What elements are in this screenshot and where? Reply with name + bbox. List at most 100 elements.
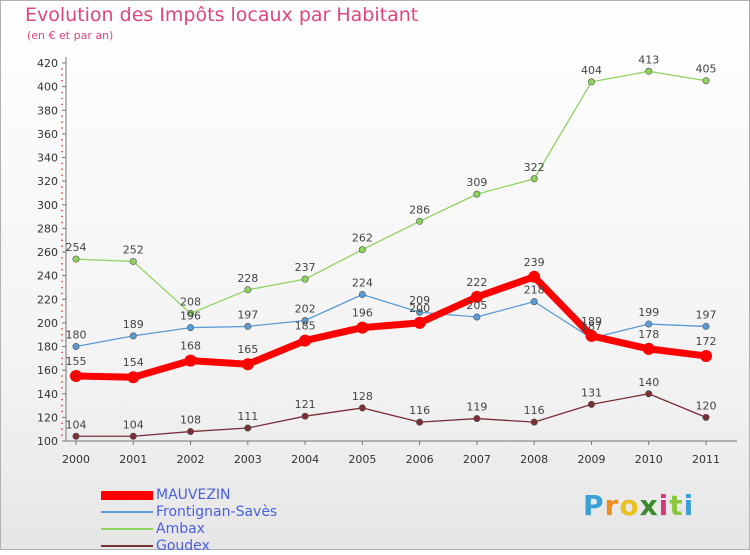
y-tick-label: 240 [37,270,58,283]
data-point [473,190,481,198]
x-tick-label: 2001 [119,453,147,466]
series-line-0 [72,273,710,381]
data-label: 189 [581,315,602,328]
data-point [702,413,710,421]
y-minor-tick [61,375,63,377]
data-label: 108 [180,414,201,427]
legend-swatch [101,511,153,513]
data-label: 237 [295,261,316,274]
y-minor-tick [61,434,63,436]
y-tick-label: 400 [37,81,58,94]
data-label: 309 [466,176,487,189]
y-minor-tick [61,209,63,212]
data-point [530,298,538,306]
y-minor-tick [61,381,63,383]
data-label: 120 [696,399,717,412]
y-minor-tick [61,103,63,106]
data-label: 197 [237,308,258,321]
y-minor-tick [61,327,63,330]
data-point [528,270,541,283]
y-minor-tick [61,74,63,76]
y-minor-tick [61,245,63,247]
chart-subtitle: (en € et par an) [27,29,114,42]
data-point [700,349,712,362]
data-label: 140 [638,376,659,389]
data-label: 413 [638,53,659,66]
brand-letter: i [658,489,670,522]
data-label: 155 [66,355,87,368]
series-line-2 [75,70,707,315]
data-point [530,175,538,183]
data-point [585,329,598,342]
y-tick-label: 180 [37,341,58,354]
data-label: 196 [180,310,201,323]
data-label: 262 [352,232,373,245]
y-minor-tick [61,310,63,312]
data-label: 199 [638,306,659,319]
y-minor-tick [61,192,63,194]
data-label: 224 [352,277,373,290]
data-point [416,308,424,316]
data-label: 286 [409,203,430,216]
y-minor-tick [61,198,63,200]
data-label: 322 [524,161,545,174]
y-tick-label: 200 [37,317,58,330]
chart-title: Evolution des Impôts locaux par Habitant [25,4,419,26]
data-point [187,309,195,317]
data-point [244,286,252,294]
legend-swatch [101,528,153,530]
legend-swatch [101,545,153,547]
x-tick-label: 2009 [577,453,605,466]
brand-letter: P [583,489,605,522]
y-tick-label: 340 [37,152,58,165]
data-point [244,424,252,432]
brand-letter: o [619,489,640,522]
data-point [642,342,655,355]
y-tick-label: 260 [37,246,58,259]
y-minor-tick [61,257,63,259]
y-minor-tick [61,174,63,177]
y-tick-label: 280 [37,222,58,235]
data-point [416,217,424,225]
y-minor-tick [61,162,63,165]
data-label: 202 [295,303,316,316]
data-point [358,291,366,299]
y-tick-label: 320 [37,175,58,188]
x-tick-label: 2006 [406,453,434,466]
data-point [184,354,197,367]
y-minor-tick [61,215,63,218]
y-tick-label: 300 [37,199,58,212]
data-point [413,316,426,329]
y-minor-tick [61,316,63,318]
data-label: 131 [581,386,602,399]
data-point [358,404,366,412]
data-label: 185 [295,320,316,333]
y-tick-label: 120 [37,411,58,424]
data-label: 180 [66,329,87,342]
data-point [70,370,82,383]
data-point [301,412,309,420]
x-tick-label: 2002 [177,453,205,466]
data-point [301,275,309,283]
y-minor-tick [61,138,63,141]
data-point [244,322,252,330]
data-point [299,334,312,347]
data-label: 208 [180,295,201,308]
y-tick-label: 420 [37,57,58,70]
data-point [358,246,366,254]
y-minor-tick [61,144,63,147]
data-label: 111 [237,410,258,423]
y-tick-label: 160 [37,364,58,377]
y-minor-tick [61,404,63,407]
data-label: 197 [696,308,717,321]
data-label: 104 [123,418,144,431]
data-point [470,290,483,303]
data-label: 189 [123,318,144,331]
y-tick-label: 100 [37,435,58,448]
x-tick-label: 2004 [291,453,319,466]
data-label: 119 [466,401,487,414]
data-label: 404 [581,64,602,77]
data-label: 168 [180,340,201,353]
x-tick-label: 2010 [635,453,663,466]
